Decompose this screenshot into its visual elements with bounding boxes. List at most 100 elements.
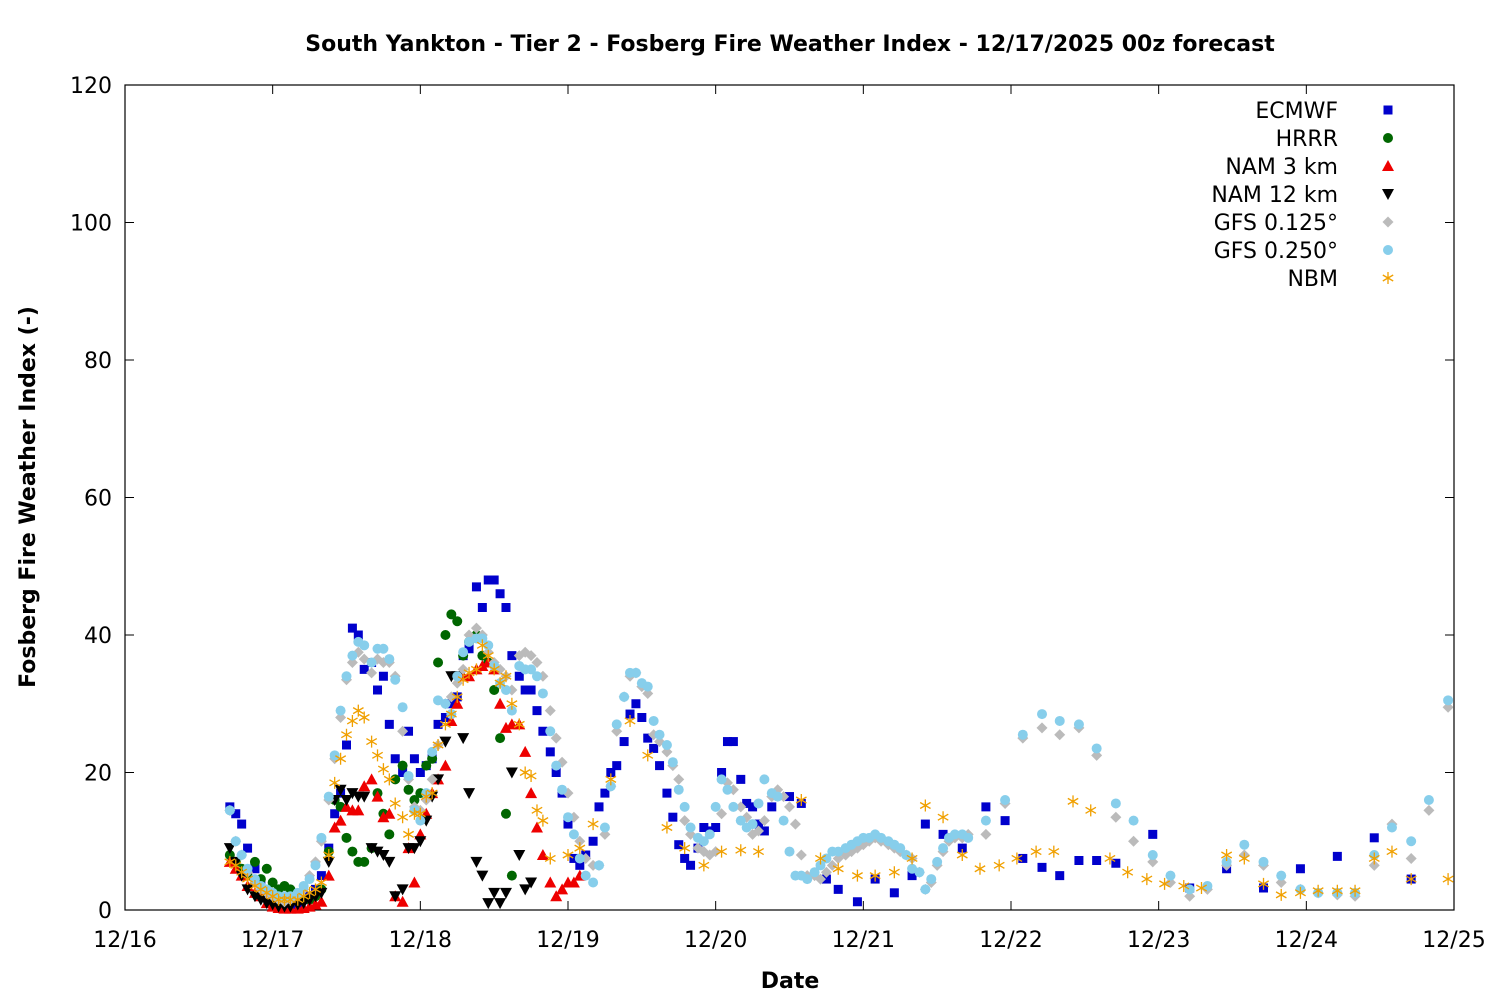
data-point: [507, 651, 517, 661]
data-point: [1257, 877, 1270, 890]
data-point: [562, 849, 574, 861]
data-point: [408, 876, 421, 888]
data-point: [1406, 836, 1417, 847]
data-point: [606, 768, 616, 777]
y-tick-label: 40: [84, 624, 112, 649]
data-point: [494, 697, 507, 709]
data-point: [248, 891, 261, 903]
legend-marker: [1382, 272, 1394, 284]
data-point: [544, 876, 557, 888]
data-point: [1104, 852, 1116, 865]
data-point: [736, 774, 746, 784]
data-point: [340, 800, 353, 812]
legend-entry-label: HRRR: [1276, 127, 1338, 152]
data-point: [340, 728, 353, 741]
data-point: [1349, 884, 1361, 897]
data-point: [377, 763, 389, 776]
data-point: [630, 667, 641, 678]
data-point: [494, 677, 506, 690]
data-point: [373, 685, 383, 695]
data-point: [525, 769, 537, 782]
data-point: [531, 671, 542, 682]
data-point: [243, 843, 253, 853]
data-point: [384, 829, 395, 840]
data-point: [722, 784, 733, 795]
data-point: [514, 671, 524, 681]
data-point: [470, 856, 483, 868]
data-point: [261, 863, 272, 874]
series-gfs-0-125: [224, 622, 1454, 908]
data-point: [254, 894, 267, 906]
data-point: [377, 850, 390, 861]
data-point: [686, 860, 696, 870]
data-point: [753, 798, 764, 809]
data-point: [366, 657, 377, 668]
data-point: [315, 895, 328, 907]
data-point: [458, 647, 469, 658]
data-point: [643, 733, 653, 743]
data-point: [963, 832, 974, 843]
series-nam-3-km: [223, 656, 586, 914]
data-point: [426, 773, 438, 785]
data-point: [932, 856, 943, 867]
data-point: [556, 883, 569, 895]
data-point: [588, 836, 598, 846]
data-point: [371, 790, 384, 802]
data-point: [464, 644, 474, 654]
data-point: [784, 801, 795, 813]
data-point: [415, 768, 425, 777]
data-point: [500, 670, 512, 683]
data-point: [451, 697, 464, 709]
data-point: [477, 633, 488, 644]
data-point: [758, 815, 770, 827]
data-point: [536, 849, 549, 860]
data-point: [625, 709, 635, 719]
y-tick-label: 120: [70, 74, 112, 99]
data-point: [699, 823, 709, 832]
data-point: [525, 877, 538, 889]
data-point: [250, 864, 260, 874]
data-point: [1275, 888, 1287, 901]
data-point: [398, 768, 408, 777]
data-point: [594, 802, 604, 812]
x-tick-label: 12/22: [979, 928, 1042, 953]
data-point: [347, 650, 358, 661]
data-point: [612, 761, 622, 771]
data-point: [347, 623, 357, 633]
data-point: [445, 691, 457, 703]
data-point: [304, 874, 315, 885]
data-point: [346, 788, 359, 800]
data-point: [698, 836, 709, 847]
data-point: [957, 843, 967, 853]
data-point: [451, 690, 463, 703]
data-point: [532, 706, 542, 716]
data-point: [389, 797, 401, 810]
data-point: [907, 871, 917, 881]
data-point: [1239, 839, 1250, 850]
data-point: [1195, 882, 1208, 894]
legend-marker: [1382, 189, 1394, 200]
data-point: [230, 859, 242, 872]
data-point: [852, 897, 862, 907]
data-point: [679, 815, 691, 827]
data-point: [383, 856, 396, 868]
data-point: [427, 746, 438, 757]
data-point: [1312, 884, 1324, 897]
data-point: [661, 740, 672, 750]
data-point: [949, 829, 960, 840]
data-point: [747, 819, 758, 830]
x-axis-label: Date: [761, 969, 820, 994]
data-point: [322, 869, 335, 881]
data-point: [432, 739, 444, 751]
data-point: [673, 784, 684, 795]
data-point: [402, 828, 415, 841]
data-point: [735, 844, 747, 857]
data-point: [980, 815, 991, 826]
data-point: [1368, 859, 1380, 871]
data-point: [580, 870, 591, 881]
data-point: [329, 750, 340, 761]
data-point: [795, 849, 807, 861]
data-point: [600, 788, 610, 798]
data-point: [499, 721, 512, 733]
data-point: [551, 760, 562, 771]
